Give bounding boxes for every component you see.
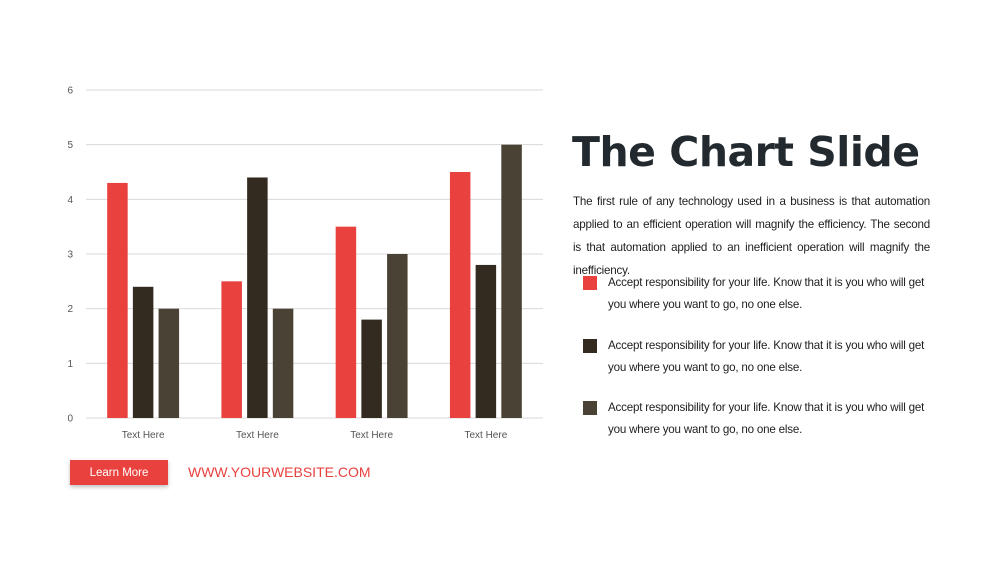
bar: [132, 286, 154, 418]
bar: [361, 319, 382, 418]
x-category-label: Text Here: [350, 430, 393, 441]
y-tick-label: 3: [67, 250, 73, 261]
bar: [449, 172, 471, 418]
bullet-text: Accept responsibility for your life. Kno…: [608, 401, 925, 436]
bullet-item: Accept responsibility for your life. Kno…: [583, 272, 933, 335]
bar: [247, 177, 268, 418]
bar: [221, 281, 242, 418]
bar: [501, 144, 522, 418]
y-tick-label: 1: [67, 359, 73, 370]
slide-title: The Chart Slide: [572, 128, 920, 176]
y-tick-label: 5: [67, 140, 73, 151]
bar: [107, 182, 128, 418]
y-tick-label: 2: [67, 304, 73, 315]
bar: [158, 308, 180, 418]
bullet-text: Accept responsibility for your life. Kno…: [608, 276, 925, 311]
x-category-label: Text Here: [464, 430, 507, 441]
x-category-label: Text Here: [122, 430, 165, 441]
bar-chart-svg: 0 1 2 3 4 5 6 Text Here Text Here Text Here Text H…: [67, 86, 543, 441]
slide-description: The first rule of any technology used in…: [573, 195, 930, 277]
bar: [475, 264, 497, 418]
bullet-square-icon: [583, 401, 597, 415]
bar: [272, 308, 294, 418]
learn-more-button[interactable]: Learn More: [70, 460, 168, 485]
y-tick-label: 0: [67, 414, 73, 425]
y-tick-label: 6: [67, 86, 73, 97]
website-link[interactable]: WWW.YOURWEBSITE.COM: [188, 464, 371, 480]
bullet-square-icon: [583, 338, 597, 353]
bar: [387, 254, 408, 418]
x-category-label: Text Here: [236, 430, 279, 441]
bullet-list: Accept responsibility for your life. Kno…: [583, 272, 933, 460]
bar-chart: 0 1 2 3 4 5 6 Text Here Text Here Text Here Text H…: [55, 75, 555, 455]
bullet-item: Accept responsibility for your life. Kno…: [583, 335, 933, 398]
bullet-square-icon: [583, 276, 597, 290]
bar: [335, 226, 357, 418]
bullet-text: Accept responsibility for your life. Kno…: [608, 338, 925, 374]
y-tick-label: 4: [67, 195, 73, 206]
bullet-item: Accept responsibility for your life. Kno…: [583, 397, 933, 460]
